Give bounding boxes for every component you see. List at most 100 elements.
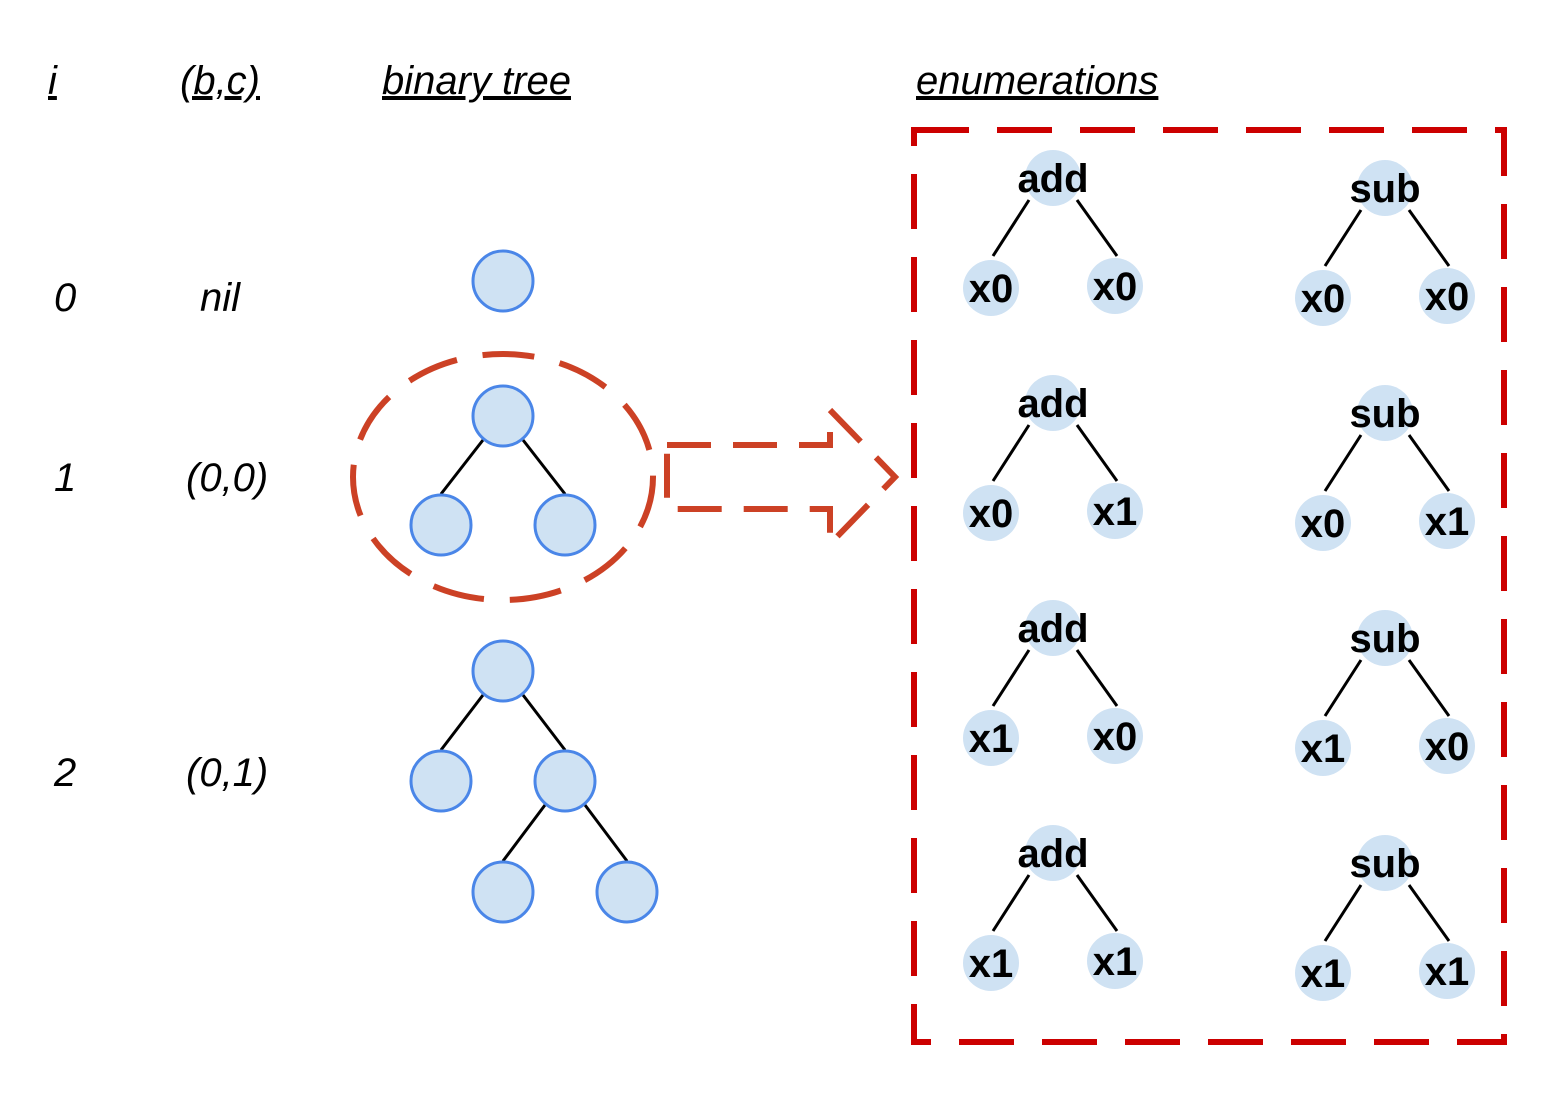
enum-right-label: x0 xyxy=(1093,715,1138,759)
tree-node-right xyxy=(533,493,597,557)
enum-right-node xyxy=(1087,708,1143,764)
enum-root-node xyxy=(1357,160,1413,216)
enum-op-label: sub xyxy=(1349,617,1420,661)
enum-right-node xyxy=(1087,933,1143,989)
enum-right-label: x1 xyxy=(1093,490,1138,534)
enum-edge-right xyxy=(1407,209,1451,267)
enumeration-tree: sub x0 x0 xyxy=(1295,160,1475,326)
row-2-i: 2 xyxy=(53,751,76,795)
row-2-bc: (0,1) xyxy=(186,751,268,795)
enum-edge-right xyxy=(1075,874,1119,932)
enum-right-node xyxy=(1087,483,1143,539)
enum-root-node xyxy=(1357,610,1413,666)
enum-root-node xyxy=(1357,385,1413,441)
enum-right-label: x0 xyxy=(1425,275,1470,319)
enum-op-label: add xyxy=(1017,382,1088,426)
enum-right-label: x1 xyxy=(1093,940,1138,984)
enum-right-node xyxy=(1419,493,1475,549)
tree-edge xyxy=(439,694,485,751)
enum-right-node xyxy=(1419,718,1475,774)
enumeration-tree: sub x1 x0 xyxy=(1295,610,1475,776)
enum-root-node xyxy=(1025,375,1081,431)
enumeration-tree: sub x0 x1 xyxy=(1295,385,1475,551)
tree-edge xyxy=(521,694,567,751)
enum-left-node xyxy=(963,710,1019,766)
enum-left-label: x1 xyxy=(969,717,1014,761)
enum-left-label: x0 xyxy=(969,267,1014,311)
enum-left-node xyxy=(1295,720,1351,776)
tree-node-right-right xyxy=(595,860,659,924)
enum-root-node xyxy=(1025,150,1081,206)
enum-right-label: x1 xyxy=(1425,500,1470,544)
enum-op-label: sub xyxy=(1349,167,1420,211)
row-1-i: 1 xyxy=(54,456,76,500)
enum-left-node xyxy=(1295,945,1351,1001)
enum-edge-right xyxy=(1075,199,1119,257)
tree-node-root xyxy=(471,384,535,448)
tree-node-left xyxy=(409,749,473,813)
enum-right-label: x0 xyxy=(1425,725,1470,769)
tree-node-right-left xyxy=(471,860,535,924)
tree-row-2 xyxy=(409,639,659,924)
enum-left-label: x0 xyxy=(969,492,1014,536)
enum-edge-right xyxy=(1075,424,1119,482)
enum-left-node xyxy=(1295,270,1351,326)
enumeration-tree: add x1 x1 xyxy=(963,825,1143,991)
row-0-bc: nil xyxy=(200,276,241,320)
enum-left-node xyxy=(963,935,1019,991)
header-binary-tree: binary tree xyxy=(382,59,571,103)
highlight-ellipse xyxy=(350,351,656,603)
tree-node xyxy=(471,249,535,313)
tree-edge xyxy=(521,439,567,495)
enum-edge-left xyxy=(991,649,1031,707)
enum-op-label: add xyxy=(1017,607,1088,651)
enum-root-node xyxy=(1025,600,1081,656)
enum-edge-right xyxy=(1407,884,1451,942)
enum-edge-left xyxy=(991,424,1031,482)
enum-right-node xyxy=(1419,268,1475,324)
tree-node-left xyxy=(409,493,473,557)
enum-left-label: x1 xyxy=(1301,727,1346,771)
enum-left-label: x0 xyxy=(1301,277,1346,321)
enum-edge-left xyxy=(1323,434,1363,492)
enum-edge-left xyxy=(991,874,1031,932)
enum-left-node xyxy=(1295,495,1351,551)
enum-edge-left xyxy=(1323,659,1363,717)
header-enumerations: enumerations xyxy=(916,59,1158,103)
tree-node-right xyxy=(533,749,597,813)
tree-row-1 xyxy=(409,384,597,557)
enum-left-node xyxy=(963,260,1019,316)
enum-edge-right xyxy=(1075,649,1119,707)
enum-left-node xyxy=(963,485,1019,541)
enum-right-node xyxy=(1087,258,1143,314)
enumeration-tree: add x0 x1 xyxy=(963,375,1143,541)
tree-edge xyxy=(501,804,547,862)
enum-edge-left xyxy=(1323,884,1363,942)
enum-root-node xyxy=(1357,835,1413,891)
tree-edge xyxy=(583,804,629,862)
tree-row-0 xyxy=(471,249,535,313)
enum-right-label: x1 xyxy=(1425,950,1470,994)
enumeration-tree: add x1 x0 xyxy=(963,600,1143,766)
enum-op-label: add xyxy=(1017,832,1088,876)
header-bc: (b,c) xyxy=(180,59,260,103)
enum-edge-left xyxy=(1323,209,1363,267)
enum-left-label: x0 xyxy=(1301,502,1346,546)
enum-left-label: x1 xyxy=(1301,952,1346,996)
enumerations-box xyxy=(911,127,1507,1045)
enum-right-node xyxy=(1419,943,1475,999)
enumeration-tree: sub x1 x1 xyxy=(1295,835,1475,1001)
enumerations-group: add x0 x0 sub x0 x0 add x0 x1 sub x0 x1 add x1 x0 sub x1… xyxy=(963,150,1475,1001)
dashed-arrow xyxy=(664,402,900,552)
enumeration-tree: add x0 x0 xyxy=(963,150,1143,316)
enum-root-node xyxy=(1025,825,1081,881)
enum-edge-right xyxy=(1407,434,1451,492)
enum-op-label: add xyxy=(1017,157,1088,201)
enum-right-label: x0 xyxy=(1093,265,1138,309)
header-i: i xyxy=(48,59,58,103)
enum-op-label: sub xyxy=(1349,842,1420,886)
enum-edge-left xyxy=(991,199,1031,257)
tree-node-root xyxy=(471,639,535,703)
tree-edge xyxy=(439,439,485,495)
